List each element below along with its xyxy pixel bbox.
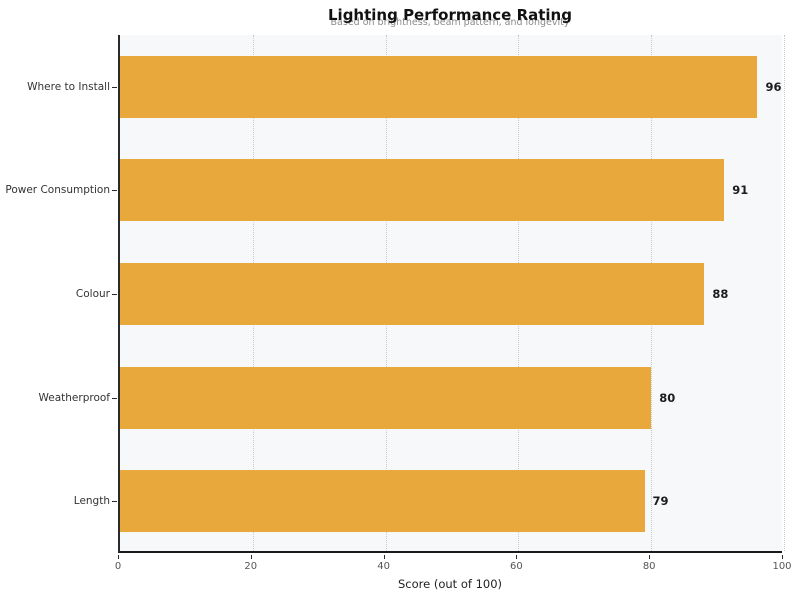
y-axis-category-label: Power Consumption [5, 184, 110, 197]
x-tick-label: 0 [114, 561, 122, 572]
bar-value-label: 88 [712, 287, 729, 301]
x-tick-mark [649, 555, 651, 559]
bar-weatherproof [120, 366, 652, 429]
x-tick-label: 40 [377, 561, 390, 572]
bar-length [120, 470, 645, 533]
chart-subtitle: Based on brightness, beam pattern, and l… [330, 17, 570, 28]
x-tick-mark [383, 555, 385, 559]
chart-title: Lighting Performance Rating [328, 6, 572, 24]
y-axis-category-label: Where to Install [27, 80, 110, 93]
bar-value-label: 80 [659, 390, 676, 405]
y-tick-mark [112, 294, 117, 295]
plot-area: 96 91 88 80 79 [118, 35, 785, 553]
x-tick-label: 20 [244, 561, 258, 572]
y-tick-mark [112, 190, 117, 192]
y-axis-category-label: Colour [75, 288, 110, 300]
x-tick-mark [250, 555, 252, 559]
x-tick-mark [516, 555, 518, 559]
x-tick-label: 60 [510, 561, 523, 572]
y-tick-mark [112, 86, 117, 88]
x-tick-label: 100 [772, 561, 792, 572]
bar-power-consumption [120, 159, 725, 222]
bar-value-label: 91 [732, 183, 749, 198]
x-tick-label: 80 [642, 561, 656, 572]
bar-where-to-install [120, 55, 758, 118]
y-tick-mark [112, 501, 117, 503]
y-tick-mark [112, 397, 117, 399]
x-axis-label: Score (out of 100) [397, 577, 503, 591]
bar-colour [120, 263, 705, 325]
x-tick-mark [118, 555, 119, 559]
y-axis-category-label: Weatherproof [38, 391, 110, 404]
y-axis-category-label: Length [73, 495, 110, 508]
bar-value-label: 96 [765, 79, 782, 94]
bar-value-label: 79 [652, 494, 669, 509]
gridline [784, 35, 785, 551]
x-tick-mark [782, 555, 783, 559]
